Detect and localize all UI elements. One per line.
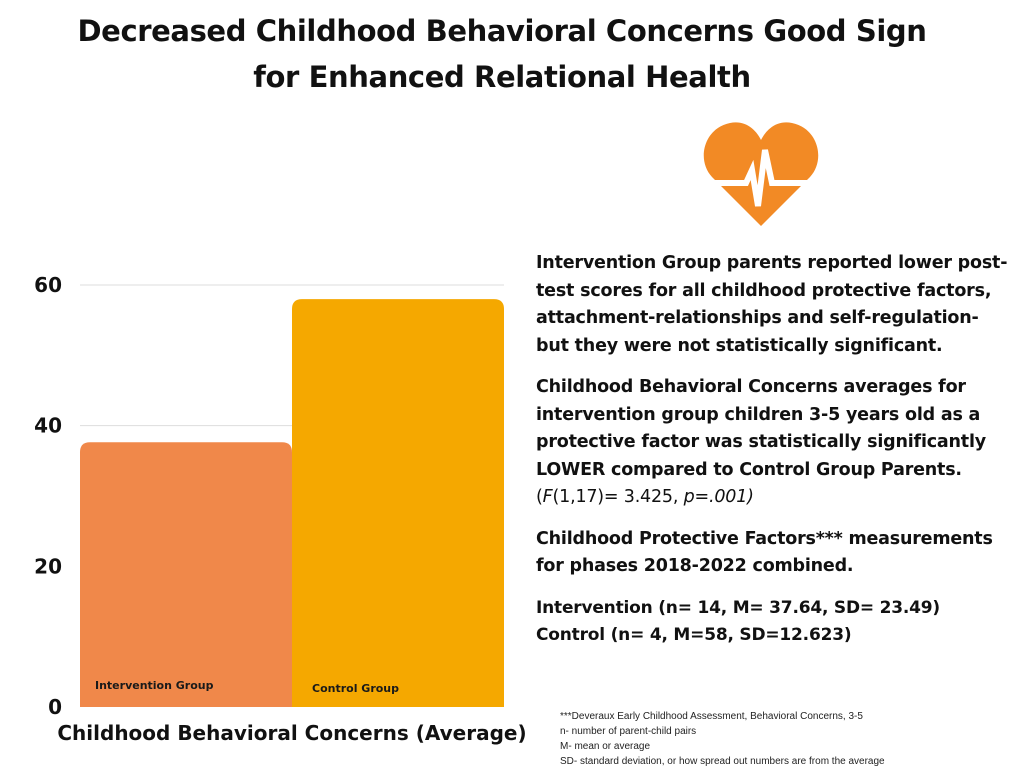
bar-chart: Intervention Group Control Group 0204060 … — [34, 273, 526, 745]
x-axis-label: Childhood Behavioral Concerns (Average) — [57, 721, 526, 745]
footnotes: ***Deveraux Early Childhood Assessment, … — [560, 709, 1020, 769]
heart-pulse-icon — [703, 122, 819, 226]
control-stats: Control (n= 4, M=58, SD=12.623) — [536, 625, 852, 645]
bar-category-label: Control Group — [312, 682, 399, 695]
bars-layer: Intervention Group Control Group — [80, 299, 504, 707]
title-line-2: for Enhanced Relational Health — [253, 60, 751, 94]
footnote-line: n- number of parent-child pairs — [560, 726, 697, 737]
title-line-1: Decreased Childhood Behavioral Concerns … — [77, 14, 927, 48]
significance-text: Childhood Behavioral Concerns averages f… — [536, 377, 986, 480]
stats-line: (F(1,17)= 3.425, p=.001) — [536, 487, 754, 507]
significance-paragraph: Childhood Behavioral Concerns averages f… — [536, 374, 1016, 512]
footnote-line: SD- standard deviation, or how spread ou… — [560, 756, 885, 767]
footnote-line: ***Deveraux Early Childhood Assessment, … — [560, 711, 863, 722]
tick-labels: 0 20 40 60 — [34, 273, 62, 719]
text-column: Intervention Group parents reported lowe… — [536, 250, 1016, 650]
y-tick-label: 0 — [48, 695, 62, 719]
y-tick-label: 40 — [34, 414, 62, 438]
intervention-stats: Intervention (n= 14, M= 37.64, SD= 23.49… — [536, 597, 940, 618]
page-title: Decreased Childhood Behavioral Concerns … — [40, 8, 964, 100]
bar-category-label: Intervention Group — [95, 679, 214, 692]
y-tick-label: 20 — [34, 554, 62, 578]
measurement-paragraph: Childhood Protective Factors*** measurem… — [536, 528, 993, 577]
pulse-line — [715, 149, 807, 207]
bar-intervention-group — [80, 442, 292, 707]
group-stats: Intervention (n= 14, M= 37.64, SD= 23.49… — [536, 595, 1016, 650]
y-tick-label: 60 — [34, 273, 62, 297]
footnote-line: M- mean or average — [560, 741, 651, 752]
bar-control-group — [292, 299, 504, 707]
summary-paragraph: Intervention Group parents reported lowe… — [536, 253, 1008, 356]
